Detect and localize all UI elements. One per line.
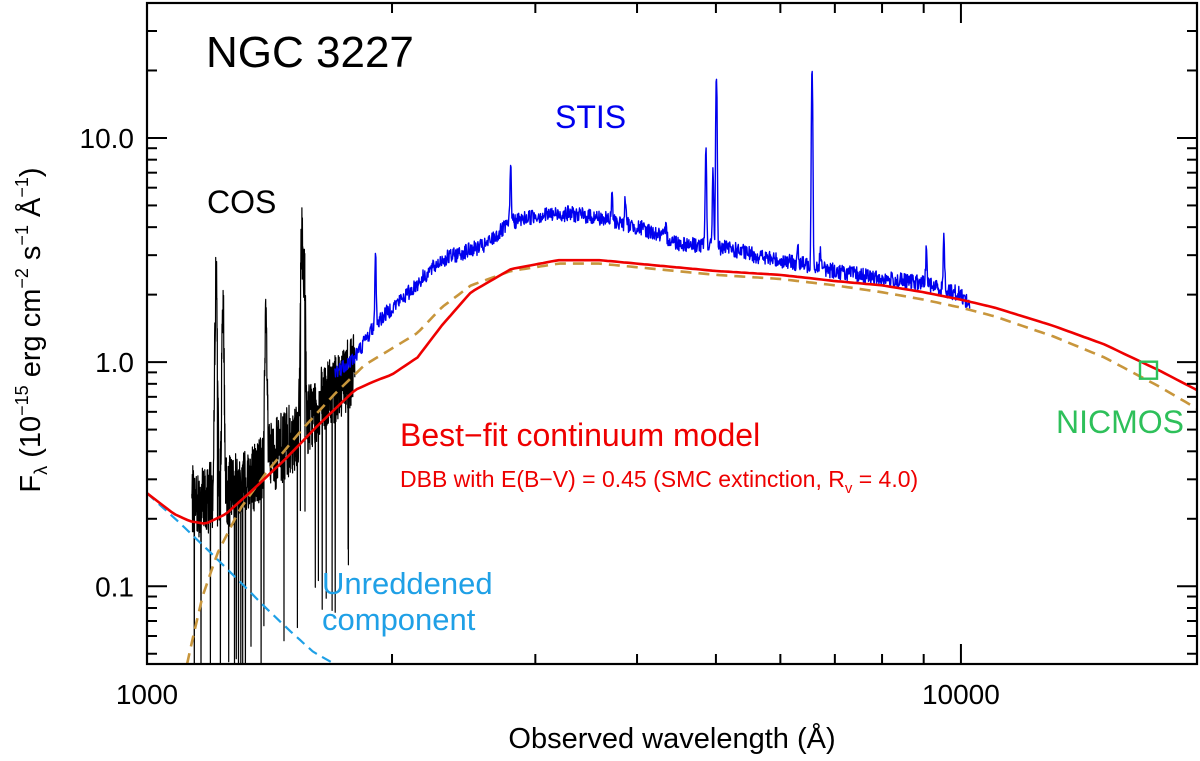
x-tick-label: 1000 — [116, 679, 178, 710]
y-tick-label: 1.0 — [95, 347, 134, 378]
best-fit-model-line — [147, 258, 1197, 525]
chart-title: NGC 3227 — [206, 28, 414, 77]
model-detail-label: DBB with E(B−V) = 0.45 (SMC extinction, … — [400, 466, 918, 497]
x-axis-label: Observed wavelength (Å) — [508, 722, 835, 755]
stis-label: STIS — [555, 99, 626, 135]
reddened-dbb-dashed-line — [185, 262, 1197, 664]
unreddened-component-dashed-line — [147, 492, 336, 664]
nicmos-marker — [1138, 360, 1159, 380]
y-axis-label: Fλ (10−15 erg cm−2 s−1 Å−1) — [12, 167, 51, 492]
cos-label: COS — [207, 184, 276, 220]
y-tick-label: 0.1 — [95, 571, 134, 602]
plot-frame — [145, 1, 1199, 666]
plot-area — [147, 70, 1197, 664]
stis-spectrum-line — [333, 70, 971, 378]
model-title-label: Best−fit continuum model — [400, 417, 760, 453]
unreddened-label-line1: Unreddened — [322, 566, 493, 601]
nicmos-label: NICMOS — [1056, 404, 1184, 440]
unreddened-label-line2: component — [322, 602, 476, 637]
x-tick-label: 10000 — [922, 679, 1000, 710]
y-tick-label: 10.0 — [80, 123, 135, 154]
